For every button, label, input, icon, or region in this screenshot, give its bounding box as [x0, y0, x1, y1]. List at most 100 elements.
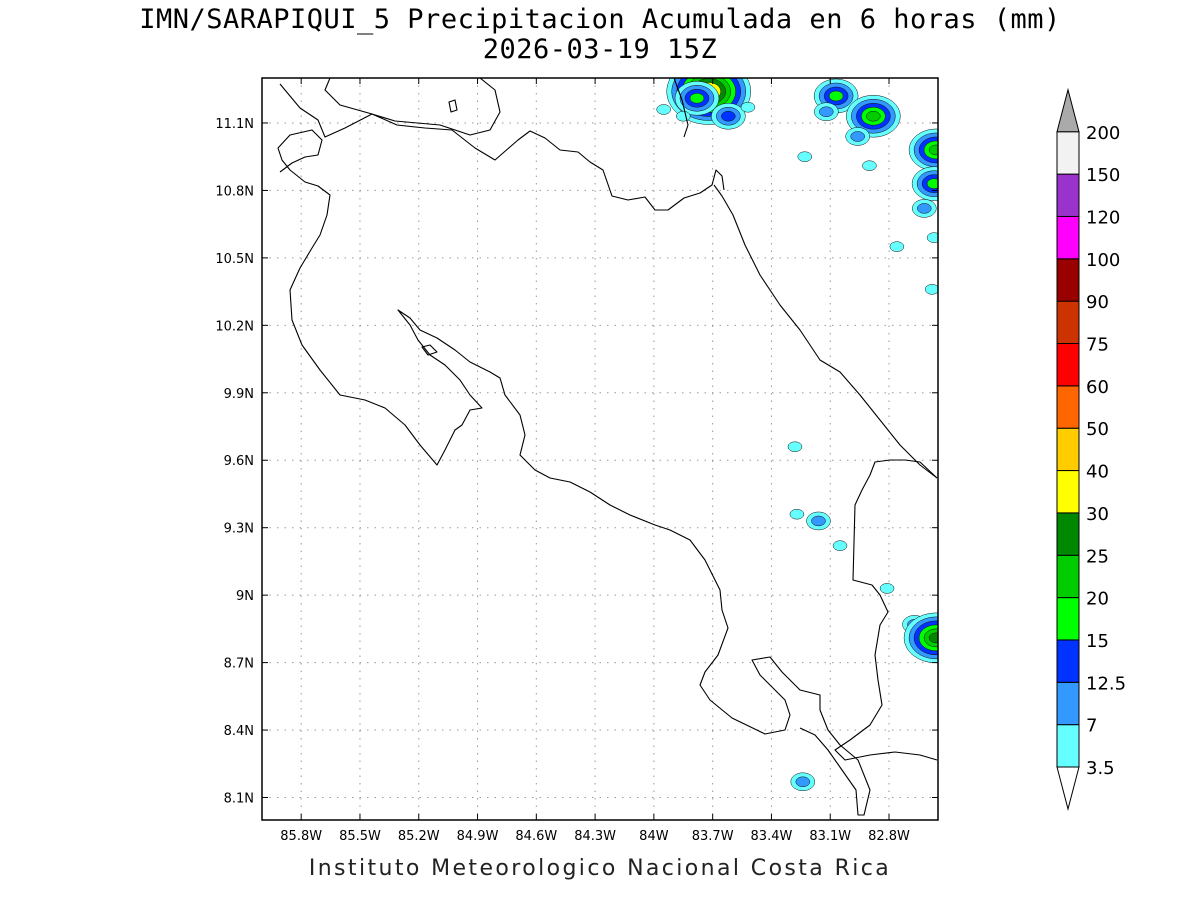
lat-tick-label: 9N [236, 589, 254, 604]
precip-contour [889, 241, 905, 252]
lon-tick-label: 82.8W [868, 829, 910, 844]
precip-contour [797, 151, 813, 162]
precip-contour [721, 110, 736, 122]
colorbar-level-label: 25 [1086, 546, 1109, 567]
colorbar-swatch [1056, 343, 1080, 387]
precip-contour [928, 632, 938, 644]
lat-tick-label: 9.6N [224, 454, 254, 469]
precipitation-colorbar: 3.5 7 12.5 15 20 25 30 40 50 60 75 90 100 120 150 200 [1056, 87, 1126, 811]
lat-tick-label: 8.1N [224, 792, 254, 807]
precip-contour [862, 160, 877, 171]
lon-tick-label: 83.1W [809, 829, 851, 844]
precip-contour [676, 110, 691, 122]
precipitation-field [656, 78, 938, 792]
precip-cell [912, 199, 937, 218]
precip-contour [740, 101, 756, 113]
lon-tick-label: 85.5W [339, 829, 381, 844]
precip-contour [828, 90, 844, 102]
island-marker [448, 99, 458, 113]
colorbar-level-label: 120 [1086, 207, 1120, 228]
precip-contour [850, 131, 865, 142]
institution-credit: Instituto Meteorologico Nacional Costa R… [308, 856, 892, 881]
lat-tick-label: 11.1N [215, 117, 254, 132]
colorbar-swatch [1056, 470, 1080, 514]
colorbar-level-label: 50 [1086, 419, 1109, 440]
nicaragua-border-line [279, 83, 725, 211]
colorbar-level-label: 30 [1086, 504, 1109, 525]
lake-nicaragua-shore [324, 78, 501, 136]
precip-cell [846, 94, 901, 138]
precip-cell [924, 284, 938, 295]
colorbar-swatch [1056, 427, 1080, 472]
lon-tick-label: 84.6W [515, 829, 557, 844]
precip-contour [926, 232, 938, 243]
precip-cell [674, 80, 720, 116]
latitude-axis: 8.1N 8.4N 8.7N 9N 9.3N 9.6N 9.9N 10.2N 10.5N 10.8… [215, 117, 938, 807]
colorbar-swatch [1056, 681, 1080, 726]
colorbar-swatch [1056, 258, 1080, 302]
colorbar-swatch [1056, 300, 1080, 344]
precip-cell [845, 127, 870, 146]
precip-cell [787, 441, 803, 453]
panama-border-line [834, 459, 938, 761]
colorbar-level-label: 150 [1086, 165, 1120, 186]
precip-contour [795, 776, 811, 788]
precip-cell [862, 160, 877, 171]
colorbar-level-label: 40 [1086, 462, 1109, 483]
precip-cell [911, 166, 938, 201]
lat-tick-label: 10.5N [215, 252, 254, 267]
colorbar-level-label: 7 [1086, 716, 1097, 737]
colorbar-level-label: 15 [1086, 631, 1109, 652]
precip-contour [866, 110, 881, 122]
lat-tick-label: 9.9N [224, 387, 254, 402]
colorbar-level-label: 20 [1086, 589, 1109, 610]
lat-tick-label: 8.7N [224, 657, 254, 672]
colorbar-level-label: 75 [1086, 335, 1109, 356]
map-subtitle-datetime: 2026-03-19 15Z [482, 34, 718, 65]
colorbar-swatch [1056, 385, 1080, 429]
lon-tick-label: 85.2W [398, 829, 440, 844]
lon-tick-label: 83.4W [751, 829, 793, 844]
colorbar-level-label: 90 [1086, 292, 1109, 313]
lon-tick-label: 84W [639, 829, 669, 844]
caribbean-coast [713, 184, 938, 479]
precip-contour [811, 515, 826, 527]
lon-tick-label: 85.8W [280, 829, 322, 844]
precip-contour [819, 106, 834, 117]
lat-tick-label: 10.8N [215, 184, 254, 199]
precip-cell [806, 511, 831, 531]
map-frame [261, 77, 939, 821]
precip-contour [789, 508, 805, 520]
precip-contour [832, 540, 848, 551]
precip-cell [740, 101, 756, 113]
map-title: IMN/SARAPIQUI_5 Precipitacion Acumulada … [139, 4, 1061, 35]
longitude-axis: 85.8W 85.5W 85.2W 84.9W 84.6W 84.3W 84W 83.7W 83… [280, 78, 910, 844]
precip-cell [676, 110, 691, 122]
colorbar-swatch [1056, 724, 1080, 768]
colorbar-swatch [1056, 131, 1080, 175]
precip-contour [879, 583, 895, 594]
colorbar-level-label: 100 [1086, 250, 1120, 271]
map-gridlines [262, 78, 938, 820]
precip-cell [656, 104, 671, 115]
lat-tick-label: 10.2N [215, 319, 254, 334]
lat-tick-label: 8.4N [224, 724, 254, 739]
precip-cell [889, 241, 905, 252]
coastline-boundaries [277, 78, 938, 816]
precip-cell [832, 540, 848, 551]
colorbar-swatch [1056, 639, 1080, 683]
colorbar-under-arrow [1056, 766, 1080, 811]
colorbar-level-label: 3.5 [1086, 758, 1115, 779]
lat-tick-label: 9.3N [224, 522, 254, 537]
lon-tick-label: 83.7W [692, 829, 734, 844]
precip-contour [924, 284, 938, 295]
colorbar-swatch [1056, 215, 1080, 260]
lon-tick-label: 84.9W [457, 829, 499, 844]
nicaragua-river-border [673, 78, 689, 138]
nicoya-island [421, 344, 438, 356]
precip-cell [797, 151, 813, 162]
colorbar-swatch [1056, 597, 1080, 641]
colorbar-level-label: 60 [1086, 377, 1109, 398]
precip-cell [789, 508, 805, 520]
lon-tick-label: 84.3W [574, 829, 616, 844]
